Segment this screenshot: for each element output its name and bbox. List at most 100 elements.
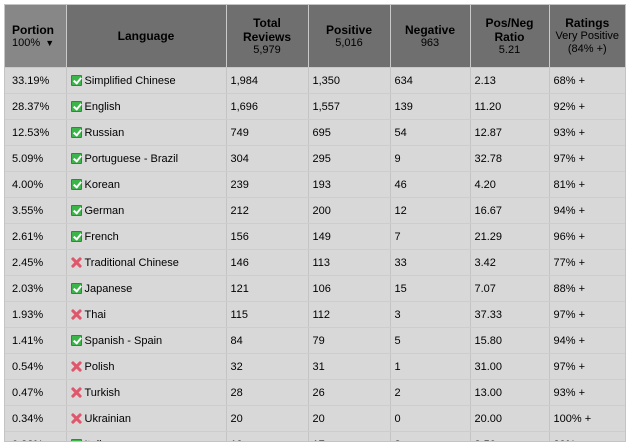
column-header-total-reviews[interactable]: Total Reviews 5,979	[226, 5, 309, 68]
cell-positive: 20	[308, 405, 391, 432]
cell-negative: 1	[390, 353, 471, 380]
cell-language: Portuguese - Brazil	[66, 145, 227, 172]
table-row: 1.41% Spanish - Spain 84 79 5 15.80 94% +	[5, 327, 625, 354]
cell-total: 239	[226, 171, 309, 198]
language-name: Simplified Chinese	[84, 74, 176, 87]
reviews-table: Portion 100% ▼ Language Total Reviews 5,…	[5, 5, 625, 441]
cell-positive: 1,557	[308, 93, 391, 120]
cell-language: Italian	[66, 431, 227, 441]
language-cell-content: Simplified Chinese	[70, 74, 226, 87]
language-name: Polish	[84, 360, 115, 373]
column-header-negative-label: Negative	[404, 22, 456, 37]
language-cell-content: English	[70, 100, 226, 113]
column-header-language[interactable]: Language	[66, 5, 227, 68]
language-cell-content: French	[70, 231, 226, 243]
sort-descending-icon[interactable]: ▼	[45, 37, 55, 48]
cell-negative: 0	[390, 405, 471, 432]
column-header-rating-percent: (84% +)	[567, 43, 607, 55]
cell-portion: 3.55%	[5, 197, 67, 224]
language-name: Japanese	[84, 282, 133, 295]
cell-language: Spanish - Spain	[66, 327, 227, 354]
column-header-rating[interactable]: Ratings Very Positive (84% +)	[549, 5, 625, 68]
cell-total: 115	[226, 301, 309, 328]
checkmark-icon	[70, 283, 82, 294]
cell-rating: 92% +	[549, 93, 625, 120]
table-row: 0.54% Polish 32 31 1 31.00 97% +	[5, 353, 625, 380]
cell-ratio: 32.78	[470, 145, 550, 172]
cell-ratio: 12.87	[470, 119, 550, 146]
checkmark-icon	[70, 127, 82, 138]
cell-rating: 97% +	[549, 353, 625, 380]
column-header-negative[interactable]: Negative 963	[390, 5, 471, 68]
cell-positive: 1,350	[308, 67, 391, 94]
cell-language: Ukrainian	[66, 405, 227, 432]
language-cell-content: Traditional Chinese	[71, 257, 226, 269]
language-cell-content: Korean	[70, 178, 226, 191]
checkmark-icon	[70, 231, 82, 242]
cell-positive: 295	[308, 145, 391, 172]
language-name: Ukrainian	[84, 412, 131, 425]
cell-negative: 2	[390, 379, 471, 406]
cell-positive: 106	[308, 275, 391, 302]
cross-icon	[71, 361, 82, 372]
cell-language: Simplified Chinese	[66, 67, 227, 94]
checkmark-icon	[70, 75, 82, 86]
language-name: English	[84, 100, 121, 113]
cell-positive: 31	[308, 353, 391, 380]
cell-rating: 93% +	[549, 379, 625, 406]
column-header-ratio[interactable]: Pos/Neg Ratio 5.21	[470, 5, 550, 68]
cell-language: German	[66, 197, 227, 224]
language-cell-content: Ukrainian	[71, 413, 226, 425]
cell-negative: 54	[390, 119, 471, 146]
language-name: Spanish - Spain	[84, 334, 163, 347]
cell-positive: 149	[308, 223, 391, 250]
cell-ratio: 15.80	[470, 327, 550, 354]
checkmark-icon	[70, 205, 82, 216]
cell-total: 28	[226, 379, 309, 406]
column-header-portion[interactable]: Portion 100% ▼	[5, 5, 67, 68]
language-name: Traditional Chinese	[84, 256, 179, 269]
checkmark-icon	[70, 101, 82, 112]
checkmark-icon	[70, 439, 82, 441]
cell-language: Thai	[66, 301, 227, 328]
cell-positive: 113	[308, 249, 391, 276]
table-row: 0.34% Ukrainian 20 20 0 20.00 100% +	[5, 405, 625, 432]
cell-negative: 7	[390, 223, 471, 250]
language-name: Korean	[84, 178, 120, 191]
cell-negative: 2	[390, 431, 471, 441]
cell-positive: 17	[308, 431, 391, 441]
table-row: 5.09% Portuguese - Brazil 304 295 9 32.78 97% …	[5, 145, 625, 172]
cell-portion: 28.37%	[5, 93, 67, 120]
table-row: 2.61% French 156 149 7 21.29 96% +	[5, 223, 625, 250]
cell-portion: 33.19%	[5, 67, 67, 94]
column-header-positive[interactable]: Positive 5,016	[308, 5, 391, 68]
cell-portion: 0.54%	[5, 353, 67, 380]
language-name: Turkish	[84, 386, 121, 399]
cell-ratio: 21.29	[470, 223, 550, 250]
cell-total: 156	[226, 223, 309, 250]
cell-positive: 112	[308, 301, 391, 328]
column-header-positive-value: 5,016	[335, 36, 363, 49]
checkmark-icon	[70, 153, 82, 164]
cell-negative: 46	[390, 171, 471, 198]
language-cell-content: Russian	[70, 127, 226, 139]
cell-ratio: 16.67	[470, 197, 550, 224]
cell-language: English	[66, 93, 227, 120]
table-row: 2.03% Japanese 121 106 15 7.07 88% +	[5, 275, 625, 302]
cell-total: 20	[226, 405, 309, 432]
cell-total: 84	[226, 327, 309, 354]
cell-ratio: 8.50	[470, 431, 550, 441]
language-name: Thai	[84, 308, 106, 321]
column-header-rating-label: Ratings	[565, 16, 610, 30]
column-header-total-value: 5,979	[253, 43, 281, 56]
table-body: 33.19% Simplified Chinese 1,984 1,350 634 2.1…	[5, 67, 625, 441]
column-header-rating-value: Very Positive	[555, 30, 620, 42]
language-name: Portuguese - Brazil	[84, 152, 179, 165]
language-cell-content: Italian	[70, 439, 226, 441]
table-row: 2.45% Traditional Chinese 146 113 33 3.42 77% …	[5, 249, 625, 276]
language-cell-content: German	[70, 205, 226, 217]
cell-portion: 2.61%	[5, 223, 67, 250]
table-row: 0.47% Turkish 28 26 2 13.00 93% +	[5, 379, 625, 406]
table-row: 12.53% Russian 749 695 54 12.87 93% +	[5, 119, 625, 146]
cell-total: 1,984	[226, 67, 309, 94]
